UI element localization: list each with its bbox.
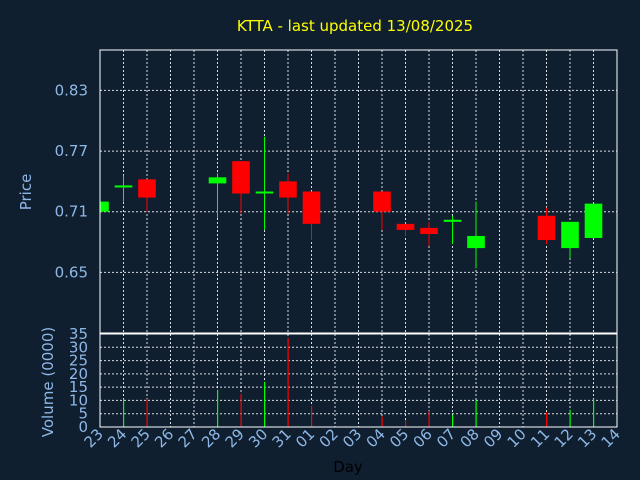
x-tick-label: 30	[245, 425, 271, 451]
volume-bar	[123, 399, 125, 427]
volume-tick-label: 15	[69, 378, 88, 396]
x-tick-label: 08	[457, 425, 483, 451]
x-tick-label: 24	[104, 425, 130, 451]
volume-tick-label: 5	[78, 405, 88, 423]
volume-tick-label: 10	[69, 391, 88, 409]
candle-body	[232, 161, 250, 194]
x-tick-label: 06	[410, 425, 436, 451]
volume-panel: 0510152025303523242526272829303101020304…	[69, 325, 624, 451]
volume-plot-frame	[99, 333, 618, 428]
volume-tick-label: 0	[78, 418, 88, 436]
volume-bar	[452, 415, 454, 427]
candle-body	[467, 235, 485, 249]
x-tick-label: 27	[175, 425, 201, 451]
x-tick-label: 13	[574, 425, 600, 451]
volume-bar	[287, 337, 289, 427]
price-tick-label: 0.65	[55, 263, 88, 281]
candle-body	[279, 181, 297, 198]
candle-body	[561, 221, 579, 249]
volume-bar	[217, 389, 219, 427]
x-tick-label: 01	[292, 425, 318, 451]
x-tick-label: 03	[339, 425, 365, 451]
x-tick-label: 02	[316, 425, 342, 451]
volume-bar	[428, 411, 430, 427]
candle-body	[584, 203, 603, 238]
volume-bar	[311, 405, 313, 427]
volume-bar	[264, 381, 266, 427]
candle-body	[255, 191, 274, 194]
price-tick-label: 0.71	[55, 203, 88, 221]
candle-body	[208, 177, 227, 184]
x-tick-label: 29	[222, 425, 248, 451]
x-tick-label: 04	[363, 425, 389, 451]
price-axis-label: Price	[17, 174, 35, 211]
volume-bar	[381, 416, 383, 427]
x-axis-label: Day	[333, 458, 363, 476]
x-tick-label: 05	[386, 425, 412, 451]
chart-title: KTTA - last updated 13/08/2025	[237, 17, 473, 35]
volume-tick-label: 25	[69, 352, 88, 370]
volume-bar	[593, 399, 595, 427]
volume-axis-label: Volume (0000)	[39, 327, 57, 437]
x-tick-label: 11	[527, 425, 553, 451]
candle-body	[443, 219, 462, 222]
volume-bar	[405, 420, 407, 427]
x-tick-label: 26	[151, 425, 177, 451]
volume-bar	[475, 400, 477, 427]
x-tick-label: 25	[128, 425, 154, 451]
candle-body	[373, 191, 391, 212]
volume-bar	[146, 399, 148, 427]
volume-tick-label: 30	[69, 338, 88, 356]
candle-body	[537, 215, 556, 241]
volume-bar	[569, 409, 571, 427]
volume-bar	[240, 393, 242, 427]
x-tick-label: 31	[269, 425, 295, 451]
x-tick-label: 07	[433, 425, 459, 451]
x-tick-label: 28	[198, 425, 224, 451]
volume-tick-label: 20	[69, 365, 88, 383]
volume-tick-label: 35	[69, 325, 88, 343]
price-plot-frame	[99, 49, 618, 334]
x-tick-label: 14	[598, 425, 624, 451]
candle-body	[302, 191, 321, 224]
candle-body	[114, 185, 133, 188]
price-tick-label: 0.77	[55, 142, 88, 160]
candle-body	[138, 179, 156, 198]
volume-bar	[546, 412, 548, 427]
price-tick-label: 0.83	[55, 81, 88, 99]
candle-body	[420, 227, 438, 234]
candle-body	[100, 201, 109, 212]
candle-body	[396, 223, 415, 230]
price-panel: 0.65 0.71 0.77 0.83	[55, 49, 618, 334]
x-tick-label: 09	[480, 425, 506, 451]
x-tick-label: 10	[504, 425, 530, 451]
x-tick-label: 12	[551, 425, 577, 451]
